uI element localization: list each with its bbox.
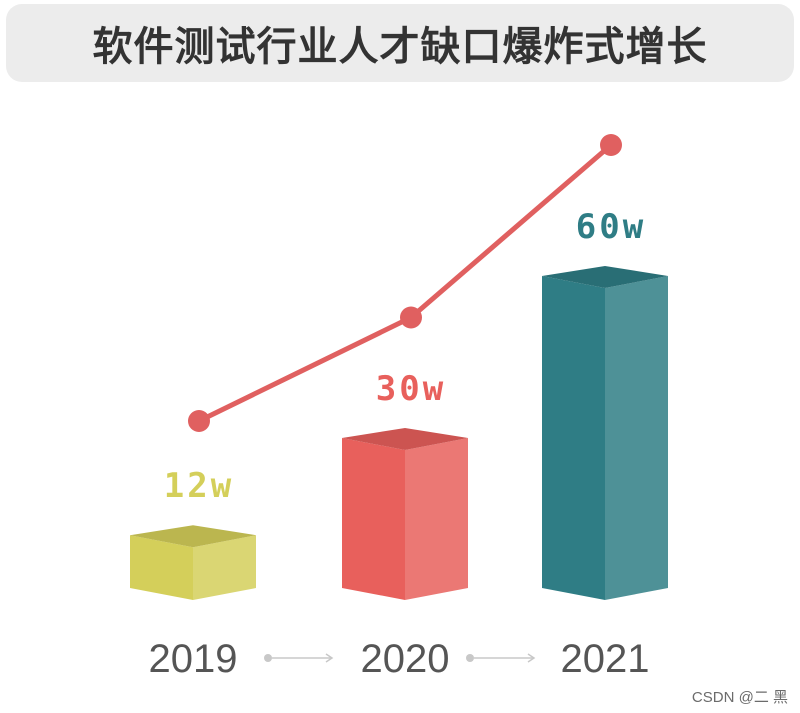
tick-label-2020: 2020: [361, 637, 450, 681]
bar-top-face: [342, 428, 468, 450]
arrow-head: [527, 653, 536, 663]
bar-right-face: [193, 535, 256, 600]
line-point-2019: [188, 410, 210, 432]
bar-left-face: [130, 535, 193, 600]
bar-left-face: [342, 438, 405, 600]
tick-label-2021: 2021: [561, 637, 650, 681]
bar-right-face: [405, 438, 468, 600]
page-title: 软件测试行业人才缺口爆炸式增长: [92, 24, 708, 70]
bar-left-face: [542, 276, 605, 600]
data-label-2019: 12w: [164, 466, 234, 506]
line-point-2021: [600, 134, 622, 156]
tick-label-2019: 2019: [149, 637, 238, 681]
arrow-dot: [466, 654, 474, 662]
bar-top-face: [130, 525, 256, 548]
bar-top-face: [542, 266, 668, 288]
arrow-dot: [264, 654, 272, 662]
data-label-2021: 60w: [576, 207, 646, 247]
line-point-2020: [400, 306, 422, 329]
watermark: CSDN @二 黑: [691, 689, 788, 706]
title-banner: 软件测试行业人才缺口爆炸式增长: [6, 4, 794, 82]
bar-right-face: [605, 276, 668, 600]
arrow-head: [325, 653, 334, 663]
data-label-2020: 30w: [376, 369, 446, 409]
